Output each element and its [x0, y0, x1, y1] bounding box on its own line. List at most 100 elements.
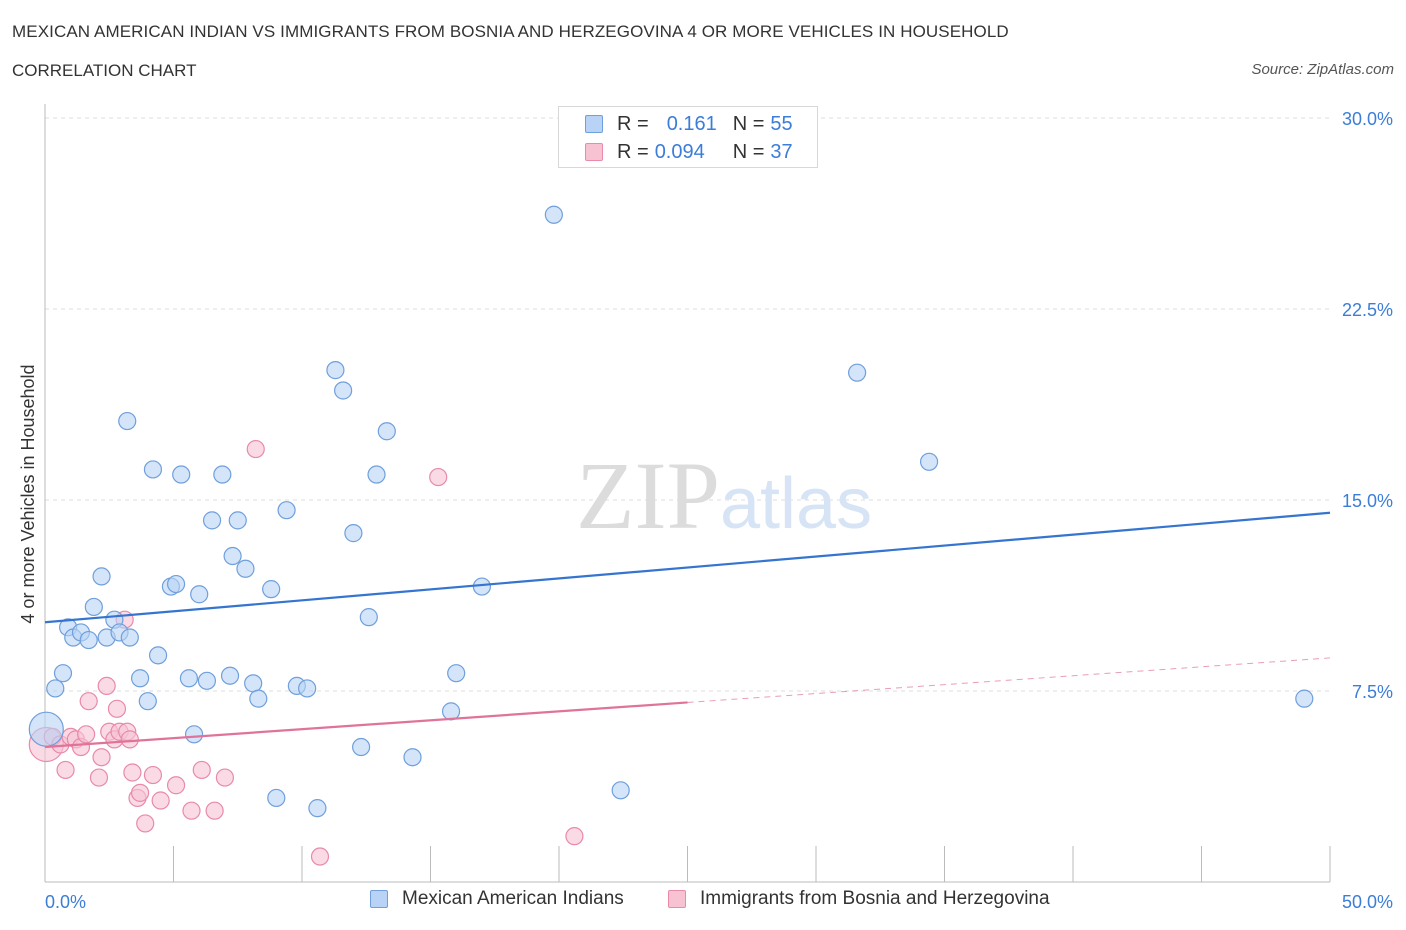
point-mexican [326, 361, 345, 380]
bottom-legend-label-1: Mexican American Indians [402, 888, 624, 909]
point-bosnia [182, 801, 201, 820]
point-mexican [79, 630, 98, 650]
point-bosnia [565, 827, 584, 846]
bottom-legend-bosnia: Immigrants from Bosnia and Herzegovina [668, 888, 1050, 910]
point-mexican [84, 597, 103, 617]
point-mexican [848, 363, 867, 382]
correlation-legend: R = 0.161 N = 55 R = 0.094 N = 37 [558, 106, 818, 168]
point-mexican [138, 692, 157, 711]
point-bosnia [310, 847, 330, 866]
legend-r-value-1: 0.161 [666, 112, 717, 135]
point-mexican [267, 788, 286, 808]
point-mexican [213, 465, 232, 484]
x-tick-label: 50.0% [1342, 892, 1393, 912]
point-mexican [611, 781, 630, 800]
legend-row-mexican: R = 0.161 N = 55 [585, 111, 793, 137]
point-bosnia [56, 760, 75, 780]
point-mexican [249, 689, 268, 708]
legend-n-value-2: 37 [770, 140, 793, 163]
x-tick-label: 0.0% [45, 892, 86, 912]
bottom-legend-label-2: Immigrants from Bosnia and Herzegovina [700, 888, 1050, 909]
point-mexican [143, 460, 163, 479]
point-mexican [1295, 689, 1314, 708]
point-mexican [277, 501, 296, 520]
watermark-zip: ZIP [576, 442, 720, 549]
point-mexican [28, 711, 64, 747]
point-mexican [919, 452, 939, 471]
point-mexican [403, 748, 422, 767]
point-mexican [352, 737, 371, 757]
point-bosnia [192, 760, 211, 780]
trend-line-mexican [44, 511, 1331, 624]
point-mexican [244, 674, 263, 693]
point-mexican [53, 664, 73, 683]
trend-line-extension-bosnia [687, 657, 1331, 703]
point-mexican [172, 465, 191, 484]
point-mexican [228, 511, 247, 530]
point-mexican [220, 666, 240, 685]
point-mexican [262, 580, 281, 599]
point-mexican [46, 679, 65, 698]
point-bosnia [205, 801, 224, 820]
point-mexican [308, 799, 327, 818]
point-bosnia [77, 725, 96, 744]
point-bosnia [97, 676, 116, 696]
legend-swatch-pink [585, 143, 603, 161]
chart-title: MEXICAN AMERICAN INDIAN VS IMMIGRANTS FR… [12, 22, 1009, 41]
point-bosnia [92, 748, 111, 767]
point-mexican [118, 411, 137, 431]
chart-subtitle: CORRELATION CHART [12, 61, 197, 80]
legend-swatch-blue [585, 115, 603, 133]
trend-line-bosnia [44, 701, 688, 749]
tick-labels: 7.5% 15.0% 22.5% 30.0% 0.0% 50.0% [45, 109, 1393, 912]
y-tick-label: 30.0% [1342, 109, 1393, 129]
point-mexican [359, 608, 378, 627]
point-mexican [166, 574, 186, 594]
point-bosnia [130, 783, 150, 802]
point-mexican [120, 628, 139, 647]
point-mexican [223, 546, 242, 566]
y-tick-label: 15.0% [1342, 491, 1393, 511]
point-bosnia [166, 776, 186, 795]
legend-r-label: R = [617, 140, 649, 163]
point-mexican [190, 585, 209, 604]
point-mexican [298, 679, 317, 698]
source-label: Source: ZipAtlas.com [1251, 61, 1394, 78]
point-bosnia [136, 814, 155, 833]
point-mexican [184, 725, 204, 744]
point-mexican [544, 205, 563, 224]
point-bosnia [246, 439, 265, 459]
point-mexican [441, 702, 461, 721]
legend-r-value-2: 0.094 [654, 140, 705, 163]
point-bosnia [107, 699, 127, 718]
point-mexican [236, 559, 255, 578]
point-mexican [92, 567, 111, 586]
legend-r-label: R = [617, 112, 649, 135]
trend-lines [44, 511, 1331, 749]
point-mexican [179, 669, 199, 688]
point-bosnia [123, 763, 142, 782]
point-mexican [334, 381, 353, 400]
point-mexican [377, 422, 396, 441]
legend-row-bosnia: R = 0.094 N = 37 [585, 139, 793, 165]
bottom-legend-swatch-pink [668, 890, 686, 908]
point-mexican [197, 671, 217, 690]
point-bosnia [143, 765, 163, 785]
point-bosnia [151, 791, 170, 810]
point-mexican [202, 511, 222, 530]
series-bosnia-points [28, 439, 584, 866]
point-bosnia [79, 692, 98, 711]
point-bosnia [89, 768, 109, 787]
legend-n-label: N = [732, 140, 765, 163]
y-axis-label: 4 or more Vehicles in Household [18, 364, 38, 623]
legend-n-label: N = [732, 112, 765, 135]
point-mexican [148, 646, 168, 665]
point-bosnia [215, 768, 234, 787]
axes [44, 104, 1331, 883]
series-mexican-points [28, 205, 1314, 818]
point-mexican [344, 524, 363, 543]
legend-n-value-1: 55 [770, 112, 793, 135]
y-tick-label: 22.5% [1342, 300, 1393, 320]
point-mexican [447, 664, 466, 683]
